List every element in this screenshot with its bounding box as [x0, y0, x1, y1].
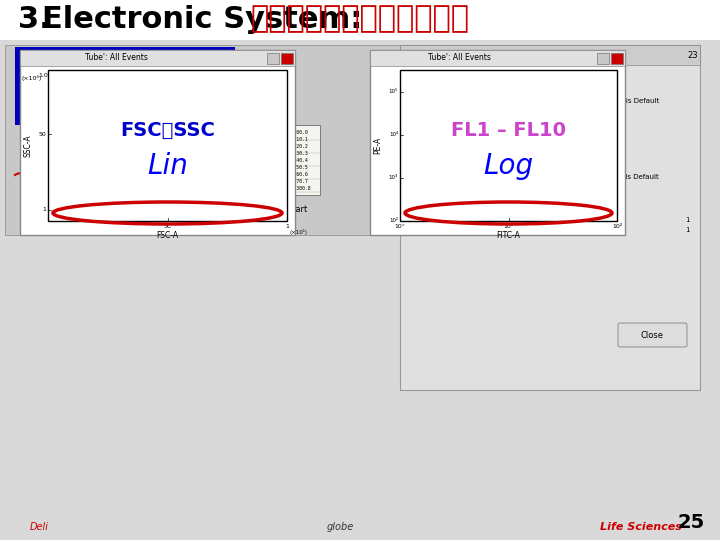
Text: ~.9  ~.09  ~.10  ||      ~> 380.8: ~.9 ~.09 ~.10 || ~> 380.8 — [210, 185, 310, 191]
Text: Deli: Deli — [30, 522, 49, 532]
Text: 1: 1 — [42, 207, 46, 212]
Text: If there is a wide range of pulse
heights, the operator may elect to
have the ch: If there is a wide range of pulse height… — [46, 55, 204, 117]
Text: 10⁴: 10⁴ — [389, 132, 398, 137]
Text: FSC、SSC: FSC、SSC — [120, 121, 215, 140]
Text: ~.7  ~.07  ~.8  ||      ~> 360.6: ~.7 ~.07 ~.8 || ~> 360.6 — [210, 171, 307, 177]
Text: ~.2  ~.02  ~.3  ||      ~> 310.1: ~.2 ~.02 ~.3 || ~> 310.1 — [210, 136, 307, 141]
Text: Channels: Channels — [32, 135, 78, 145]
Text: Life Sciences: Life Sciences — [600, 522, 682, 532]
Text: ◉ Log  ◯ Linear: ◉ Log ◯ Linear — [478, 114, 540, 124]
Text: ☐ Fit with Sample: ☐ Fit with Sample — [418, 217, 480, 223]
Text: 004: 004 — [46, 145, 64, 155]
Text: FITC-A: FITC-A — [497, 231, 521, 240]
Text: PE-A: PE-A — [374, 137, 382, 154]
FancyBboxPatch shape — [370, 50, 625, 235]
Text: Electronic System:: Electronic System: — [42, 4, 373, 33]
Text: FL1 – FL10: FL1 – FL10 — [451, 121, 566, 140]
Text: 10⁵: 10⁵ — [389, 89, 398, 94]
Text: 1: 1 — [685, 217, 690, 223]
FancyBboxPatch shape — [20, 50, 295, 66]
Text: Log Linear Coefficient: Log Linear Coefficient — [490, 207, 566, 213]
Text: Min:   100: Min: 100 — [418, 190, 456, 199]
FancyBboxPatch shape — [410, 90, 599, 112]
Bar — [48, 70, 287, 221]
FancyBboxPatch shape — [410, 109, 599, 129]
Text: FSC-A: FSC-A — [156, 231, 179, 240]
Text: ◉ Recommended      1: ◉ Recommended 1 — [490, 141, 568, 147]
Text: Auto: Auto — [418, 151, 434, 157]
Text: Log Linear Coefficient: Log Linear Coefficient — [490, 131, 566, 137]
FancyBboxPatch shape — [412, 147, 449, 159]
Bar — [281, 53, 293, 64]
Text: Computer: Computer — [114, 205, 156, 213]
Text: 1.0: 1.0 — [38, 73, 48, 78]
Text: (×10⁴): (×10⁴) — [22, 75, 42, 81]
Text: Lin: Lin — [147, 152, 188, 179]
Bar — [611, 53, 623, 64]
Text: X Axis Default: X Axis Default — [610, 98, 660, 104]
Text: 10³: 10³ — [389, 176, 398, 180]
Bar — [400, 70, 617, 221]
Text: 23: 23 — [688, 51, 698, 59]
Text: 10¹: 10¹ — [503, 224, 513, 229]
Text: 1: 1 — [685, 227, 690, 233]
FancyBboxPatch shape — [410, 167, 599, 187]
Text: ~.8  ~.08  ~.9  ||      ~> 370.7: ~.8 ~.08 ~.9 || ~> 370.7 — [210, 178, 307, 184]
Text: ◯ Log  ◉ Linear: ◯ Log ◉ Linear — [478, 190, 540, 199]
Text: 10²: 10² — [612, 224, 622, 229]
Text: ~.5  ~.05  ~.6  ||      ~> 340.4: ~.5 ~.05 ~.6 || ~> 340.4 — [210, 157, 307, 163]
Text: Y Axis Default: Y Axis Default — [610, 174, 659, 180]
Text: ☐ Fit with Sample: ☐ Fit with Sample — [418, 141, 480, 147]
Text: 10°: 10° — [395, 224, 405, 229]
Text: 1: 1 — [285, 224, 289, 229]
Text: Log: Log — [483, 152, 534, 179]
Text: SSC-A: SSC-A — [24, 134, 32, 157]
Text: 10²: 10² — [389, 219, 398, 224]
FancyBboxPatch shape — [0, 0, 720, 40]
Bar — [597, 53, 609, 64]
Text: ◉ Recommended: ◉ Recommended — [490, 217, 550, 223]
Text: ~.3  ~.03  ~.4  ||      ~> 320.2: ~.3 ~.03 ~.4 || ~> 320.2 — [210, 143, 307, 148]
Text: Min:   100: Min: 100 — [418, 114, 456, 124]
Text: ~.4  ~.04  ~.5  ||      ~> 330.3: ~.4 ~.04 ~.5 || ~> 330.3 — [210, 150, 307, 156]
Text: globe: globe — [326, 522, 354, 532]
Text: w Radic Information: w Radic Information — [412, 69, 489, 78]
Text: ~.1  ~.01  ~.2  ||      ~> 300.0: ~.1 ~.01 ~.2 || ~> 300.0 — [210, 129, 307, 135]
Bar — [5, 45, 400, 235]
FancyBboxPatch shape — [400, 45, 700, 65]
Text: Index:  SSC A: Index: SSC A — [418, 172, 469, 181]
FancyBboxPatch shape — [618, 323, 687, 347]
Text: ~.6  ~.06  ~.7  ||      ~> 350.5: ~.6 ~.06 ~.7 || ~> 350.5 — [210, 164, 307, 170]
Text: 5C: 5C — [163, 224, 171, 229]
Bar — [267, 53, 279, 64]
FancyBboxPatch shape — [20, 50, 295, 235]
Text: Max:  1000000: Max: 1000000 — [418, 130, 475, 138]
Text: Max:  1000000: Max: 1000000 — [418, 206, 475, 214]
Text: 25: 25 — [678, 513, 705, 532]
Text: (×10¹): (×10¹) — [289, 229, 307, 235]
Text: Tube': All Events: Tube': All Events — [85, 53, 148, 63]
Text: 50: 50 — [38, 132, 46, 137]
FancyBboxPatch shape — [370, 50, 625, 66]
Text: 3.: 3. — [18, 4, 50, 33]
FancyBboxPatch shape — [85, 125, 185, 195]
Text: *’ Y Axis: *’ Y Axis — [412, 163, 446, 172]
Text: Index:  FITC A: Index: FITC A — [418, 97, 470, 105]
Text: Tube': All Events: Tube': All Events — [428, 53, 491, 63]
FancyBboxPatch shape — [410, 184, 599, 204]
Bar — [100, 194, 170, 202]
Text: Close: Close — [641, 330, 664, 340]
Text: Plot Property: Plot Property — [450, 51, 505, 59]
Text: 將線性訊號轉換成對數訊號: 將線性訊號轉換成對數訊號 — [250, 4, 469, 33]
FancyBboxPatch shape — [205, 125, 320, 195]
Text: ◯ Custom             1: ◯ Custom 1 — [490, 150, 560, 158]
FancyBboxPatch shape — [15, 47, 235, 125]
Text: Log conversion chart: Log conversion chart — [219, 205, 307, 213]
Text: *’ X Axis: *’ X Axis — [412, 80, 447, 90]
FancyBboxPatch shape — [90, 130, 180, 172]
FancyBboxPatch shape — [400, 45, 700, 390]
